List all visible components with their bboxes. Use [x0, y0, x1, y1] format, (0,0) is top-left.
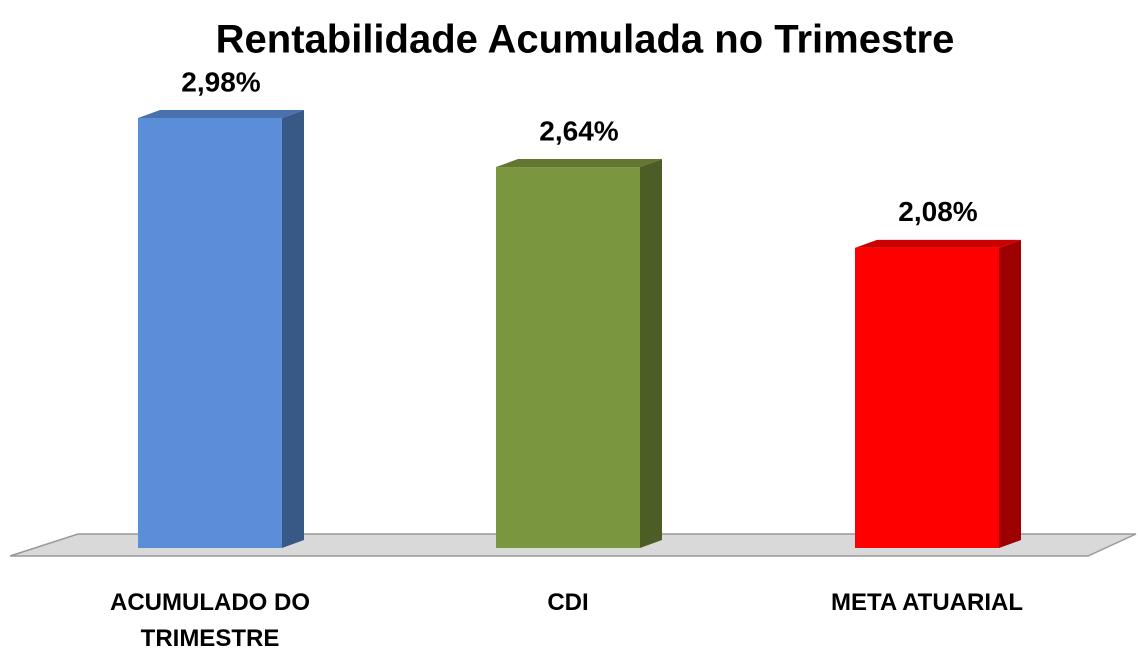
value-label: 2,64%: [539, 115, 618, 146]
x-tick-label: META ATUARIAL: [831, 589, 1023, 616]
x-tick-label: ACUMULADO DO TRIMESTRE: [110, 589, 310, 652]
bar-top: [138, 109, 304, 118]
bar-side: [282, 109, 304, 549]
chart-title: Rentabilidade Acumulada no Trimestre: [216, 18, 955, 62]
bar-top: [855, 239, 1021, 248]
value-label: 2,08%: [898, 196, 977, 227]
bar: [496, 167, 640, 548]
bar: [855, 247, 999, 548]
x-tick-label: CDI: [547, 589, 589, 616]
value-label: 2,98%: [181, 66, 260, 97]
bar-side: [999, 239, 1021, 548]
bar-top: [496, 159, 662, 168]
bar: [138, 117, 282, 549]
bar-side: [640, 159, 662, 548]
